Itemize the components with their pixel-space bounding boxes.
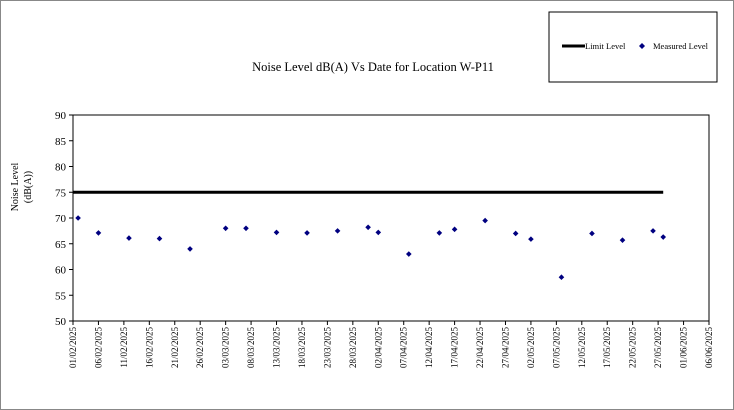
x-tick-label: 07/04/2025 bbox=[399, 327, 409, 369]
measured-level-point bbox=[406, 251, 412, 257]
x-tick-label: 02/04/2025 bbox=[373, 327, 383, 369]
y-tick-label: 65 bbox=[55, 239, 67, 251]
y-axis-label-line1: Noise Level bbox=[10, 162, 21, 211]
measured-level-point bbox=[222, 225, 229, 232]
measured-level-point bbox=[512, 230, 519, 237]
legend-limit-label: Limit Level bbox=[585, 41, 626, 51]
y-tick-label: 70 bbox=[55, 213, 67, 225]
x-tick-label: 07/05/2025 bbox=[551, 327, 561, 369]
x-tick-label: 12/05/2025 bbox=[577, 327, 587, 369]
measured-level-point bbox=[589, 230, 595, 237]
measured-level-point bbox=[451, 226, 458, 233]
x-tick-label: 02/05/2025 bbox=[526, 327, 536, 369]
chart-title: Noise Level dB(A) Vs Date for Location W… bbox=[252, 60, 494, 74]
measured-level-point bbox=[75, 215, 81, 221]
measured-level-point bbox=[528, 236, 534, 242]
y-tick-label: 60 bbox=[55, 265, 67, 277]
measured-level-point bbox=[482, 217, 488, 224]
x-tick-label: 11/02/2025 bbox=[119, 327, 129, 368]
measured-level-point bbox=[95, 230, 102, 236]
y-axis-label-line2: (dB(A)) bbox=[23, 171, 34, 203]
measured-level-point bbox=[619, 237, 626, 243]
x-tick-label: 08/03/2025 bbox=[246, 327, 256, 369]
x-tick-label: 13/03/2025 bbox=[272, 327, 282, 369]
x-tick-label: 18/03/2025 bbox=[297, 327, 307, 369]
x-tick-label: 17/05/2025 bbox=[602, 327, 612, 369]
y-tick-label: 50 bbox=[55, 316, 67, 328]
measured-level-point bbox=[650, 228, 656, 234]
x-tick-label: 01/06/2025 bbox=[679, 327, 689, 369]
plot-area: 50 55 60 65 70 75 80 85 90 01/02/2025 06/02/2025 11… bbox=[55, 110, 714, 368]
y-tick-label: 90 bbox=[55, 110, 67, 122]
plot-border bbox=[72, 114, 710, 322]
x-tick-label: 06/06/2025 bbox=[704, 327, 714, 369]
legend-measured-label: Measured Level bbox=[653, 41, 709, 51]
x-tick-label: 22/04/2025 bbox=[475, 327, 485, 369]
measured-level-point bbox=[304, 230, 310, 236]
x-tick-label: 26/02/2025 bbox=[195, 327, 205, 369]
measured-level-point bbox=[273, 229, 280, 236]
measured-level-point bbox=[156, 235, 163, 242]
y-tick-label: 75 bbox=[55, 187, 67, 199]
x-tick-label: 16/02/2025 bbox=[144, 327, 154, 369]
x-tick-label: 21/02/2025 bbox=[170, 327, 180, 369]
measured-level-point bbox=[558, 274, 565, 281]
x-tick-label: 17/04/2025 bbox=[450, 327, 460, 369]
measured-level-point bbox=[126, 235, 132, 241]
measured-level-point bbox=[436, 230, 443, 236]
x-tick-label: 23/03/2025 bbox=[322, 327, 332, 369]
x-tick-label: 22/05/2025 bbox=[628, 327, 638, 369]
measured-level-point bbox=[187, 246, 193, 252]
x-tick-label: 03/03/2025 bbox=[221, 327, 231, 369]
x-tick-label: 06/02/2025 bbox=[93, 327, 103, 369]
y-tick-label: 55 bbox=[55, 290, 67, 302]
x-tick-label: 01/02/2025 bbox=[68, 327, 78, 369]
measured-level-point bbox=[365, 224, 371, 231]
x-tick-label: 12/04/2025 bbox=[424, 327, 434, 369]
measured-level-point bbox=[375, 229, 382, 236]
measured-level-point bbox=[660, 234, 667, 240]
legend: Limit Level Measured Level bbox=[548, 11, 718, 83]
x-tick-label: 27/04/2025 bbox=[500, 327, 510, 369]
y-tick-label: 80 bbox=[55, 162, 67, 174]
x-tick-label: 28/03/2025 bbox=[348, 327, 358, 369]
legend-measured-swatch bbox=[639, 43, 645, 49]
x-tick-label: 27/05/2025 bbox=[653, 327, 663, 369]
measured-level-point bbox=[334, 228, 341, 234]
measured-level-point bbox=[243, 225, 249, 232]
y-tick-label: 85 bbox=[55, 136, 67, 148]
